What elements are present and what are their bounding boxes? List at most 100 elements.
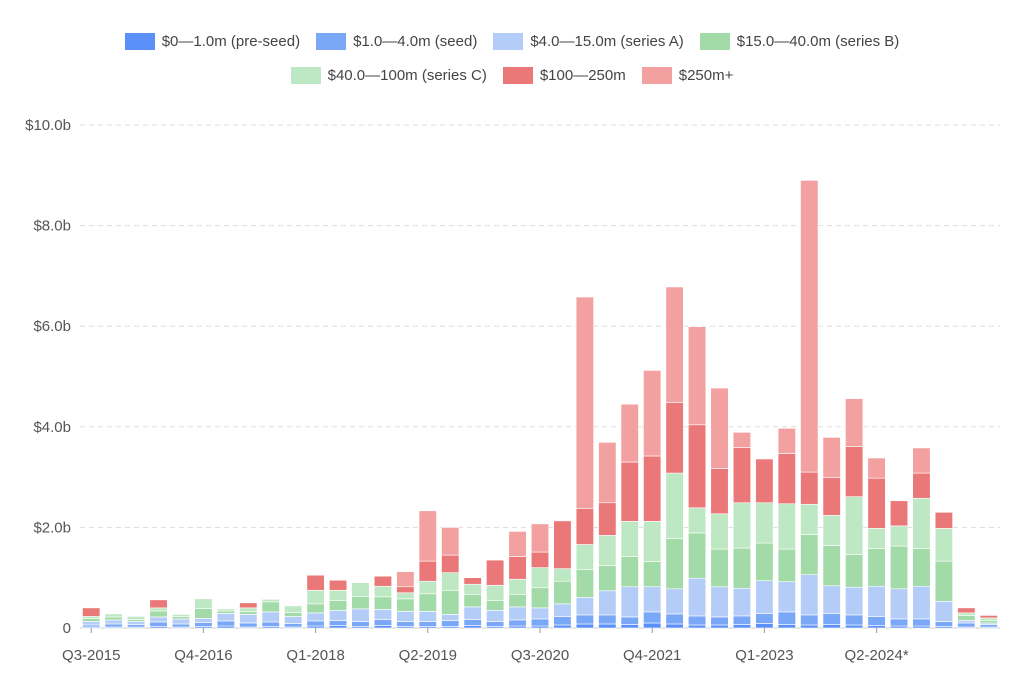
bar-segment [643,586,662,613]
bar-segment [508,556,527,580]
legend-item[interactable]: $1.0—4.0m (seed) [316,32,477,50]
bar-segment [306,625,325,629]
bar-segment [620,521,639,557]
legend-item[interactable]: $0—1.0m (pre-seed) [124,32,300,50]
bar-segment [598,442,617,504]
legend-swatch [493,32,524,50]
bar-segment [822,624,841,629]
bar-segment [104,613,123,618]
bar-segment [800,614,819,626]
bar-segment [755,502,774,544]
bar-segment [239,611,258,615]
legend-item[interactable]: $40.0—100m (series C) [290,66,487,84]
bar-segment [239,622,258,628]
bar-segment [486,610,505,622]
bar-segment [82,618,101,622]
bar-segment [127,616,146,620]
bar-segment [127,619,146,622]
bar-segment [979,624,998,628]
legend-label: $40.0—100m (series C) [327,66,487,84]
bar-segment [845,398,864,447]
bar-segment [149,607,168,612]
bar-segment [822,515,841,546]
bar-segment [777,503,796,550]
bar-segment [688,624,707,629]
bar-segment [239,614,258,624]
bar-segment [530,587,550,609]
bar-segment [149,610,168,618]
bar-segment [239,607,258,612]
bar-segment [800,471,819,505]
bar-segment [957,622,976,628]
bar-segment [732,547,752,589]
bar-segment [463,593,482,608]
bar-segment [284,605,303,613]
legend-label: $250m+ [678,66,734,84]
legend-item[interactable]: $100—250m [502,66,626,84]
bar-segment [620,461,639,522]
bar-segment [665,538,684,590]
bar-segment [171,614,191,617]
bar-segment [822,545,841,587]
bar-segment [620,556,639,588]
bar-segment [553,568,572,582]
legend-label: $4.0—15.0m (series A) [530,32,684,50]
bar-segment [665,613,684,625]
bar-segment [598,623,617,629]
legend-swatch [290,66,321,84]
legend-item[interactable]: $15.0—40.0m (series B) [699,32,900,50]
legend-label: $15.0—40.0m (series B) [736,32,900,50]
y-tick-label: $10.0b [25,117,71,134]
bar-segment [688,532,707,579]
bar-segment [867,457,886,479]
y-tick-label: $6.0b [33,318,71,335]
bar-segment [396,598,415,612]
bar-segment [463,577,482,585]
bar-segment [373,625,392,629]
bar-segment [351,621,370,627]
bar-segment [912,472,931,499]
bar-segment [149,621,168,627]
bar-segment [441,527,460,556]
bar-segment [328,579,348,591]
bar-segment [777,548,796,583]
bar-segment [889,545,909,590]
x-tick-label: Q3-2015 [62,647,120,664]
bar-segment [732,432,752,448]
bar-segment [306,620,325,627]
legend-item[interactable]: $4.0—15.0m (series A) [493,32,684,50]
bar-segment [463,625,482,629]
bar-segment [912,497,931,549]
bar-segment [463,583,482,595]
bar-segment [777,581,796,613]
bar-segment [643,611,662,624]
bar-segment [441,554,460,573]
bar-segment [867,477,886,529]
bar-segment [171,623,191,628]
x-tick-label: Q2-2019 [399,647,457,664]
bar-segment [553,624,572,629]
bar-segment [777,428,796,454]
bar-segment [351,582,370,597]
bar-segment [284,616,303,624]
bar-segment [822,585,841,614]
bar-segment [171,616,191,620]
bar-segment [373,619,392,626]
bar-segment [508,606,527,621]
bar-segment [418,611,437,622]
bar-segment [934,601,953,622]
bar-segment [598,535,617,566]
legend-row: $0—1.0m (pre-seed) $1.0—4.0m (seed) $4.0—1… [0,30,1024,52]
bar-segment [216,613,235,622]
bar-segment [104,619,123,625]
bar-segment [239,602,258,609]
y-tick-label: $8.0b [33,218,71,235]
bar-segment [530,625,550,629]
bar-segment [643,455,662,522]
bar-segment [598,614,617,625]
legend-item[interactable]: $250m+ [641,66,734,84]
bar-segment [732,615,752,625]
bar-segment [800,180,819,473]
bar-segment [373,609,392,620]
